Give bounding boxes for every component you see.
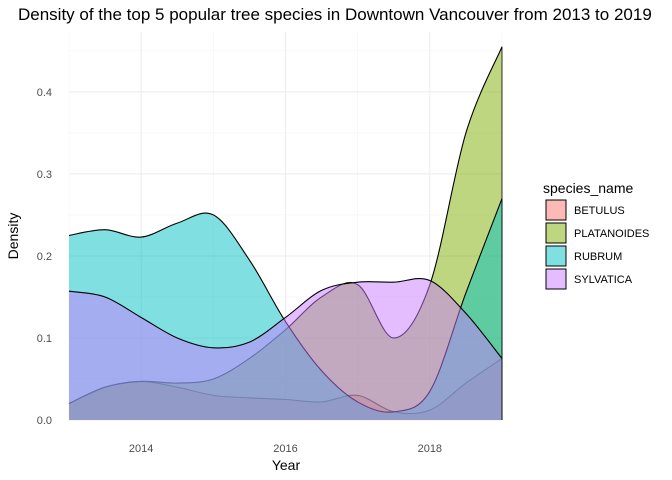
x-tick-label: 2016: [273, 443, 297, 455]
y-axis-title: Density: [5, 213, 21, 260]
chart-title: Density of the top 5 popular tree specie…: [18, 5, 652, 24]
x-tick-label: 2014: [129, 443, 153, 455]
y-tick-label: 0.1: [37, 333, 52, 345]
x-tick-label: 2018: [418, 443, 442, 455]
legend-label-betulus: BETULUS: [574, 205, 625, 217]
legend-key-sylvatica: [545, 268, 567, 290]
x-tick-labels: 2014 2016 2018: [129, 443, 442, 455]
legend-title: species_name: [543, 180, 633, 196]
legend-key-rubrum: [545, 245, 567, 267]
density-line-sylvatica: [68, 278, 503, 359]
legend-label-platanoides: PLATANOIDES: [574, 228, 649, 240]
legend-key-platanoides: [545, 222, 567, 244]
density-areas: [68, 46, 503, 421]
legend-key-betulus: [545, 199, 567, 221]
legend-label-rubrum: RUBRUM: [574, 251, 622, 263]
legend-label-sylvatica: SYLVATICA: [574, 274, 633, 286]
y-tick-labels: 0.0 0.1 0.2 0.3 0.4: [37, 87, 52, 427]
y-tick-label: 0.0: [37, 415, 52, 427]
y-tick-label: 0.3: [37, 169, 52, 181]
area-sylvatica: [69, 278, 502, 420]
legend: species_name BETULUS PLATANOIDES RUBRUM SYL…: [543, 180, 649, 290]
y-tick-label: 0.4: [37, 87, 52, 99]
y-tick-label: 0.2: [37, 251, 52, 263]
x-axis-title: Year: [272, 457, 301, 473]
